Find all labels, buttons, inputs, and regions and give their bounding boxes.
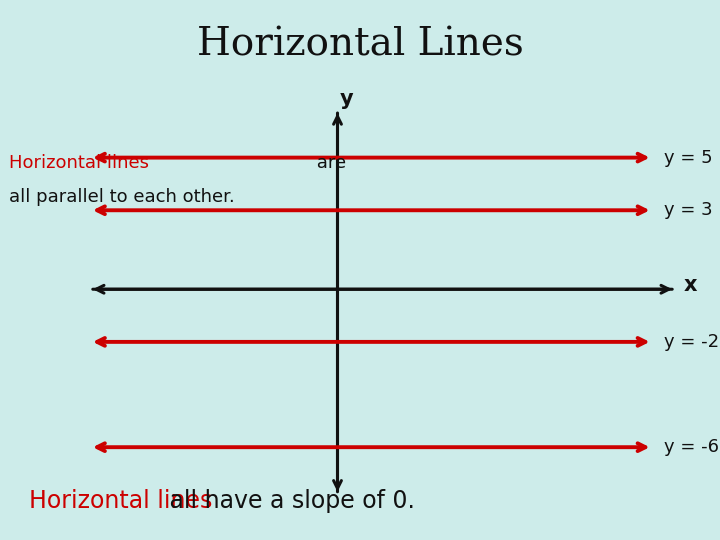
Text: Horizontal lines: Horizontal lines — [29, 489, 212, 513]
Text: y: y — [340, 89, 354, 109]
Text: y = -2: y = -2 — [664, 333, 719, 351]
Text: Horizontal Lines: Horizontal Lines — [197, 27, 523, 64]
Text: y = 5: y = 5 — [664, 148, 712, 167]
Text: y = 3: y = 3 — [664, 201, 712, 219]
Text: all parallel to each other.: all parallel to each other. — [9, 188, 235, 206]
Text: Horizontal lines: Horizontal lines — [9, 154, 149, 172]
Text: x: x — [684, 275, 698, 295]
Text: y = -6: y = -6 — [664, 438, 719, 456]
Text: are: are — [311, 154, 346, 172]
Text: all have a slope of 0.: all have a slope of 0. — [162, 489, 415, 513]
